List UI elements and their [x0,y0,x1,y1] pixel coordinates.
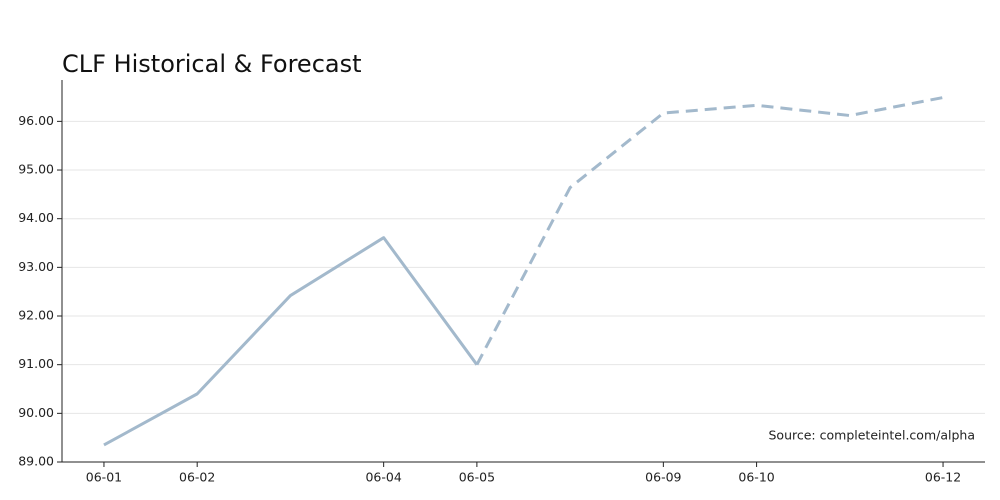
y-tick-label: 92.00 [18,308,54,323]
y-tick-label: 93.00 [18,259,54,274]
x-tick-label: 06-12 [925,470,961,485]
x-tick-label: 06-10 [738,470,774,485]
y-tick-label: 90.00 [18,405,54,420]
series-line [475,96,944,366]
y-tick-label: 89.00 [18,454,54,469]
x-tick-label: 06-01 [86,470,122,485]
x-tick-label: 06-05 [459,470,495,485]
series-line [103,236,479,447]
x-tick-label: 06-04 [365,470,401,485]
y-tick-label: 91.00 [18,356,54,371]
y-tick-label: 96.00 [18,113,54,128]
chart-title: CLF Historical & Forecast [62,50,362,78]
x-tick-label: 06-09 [645,470,681,485]
source-note: Source: completeintel.com/alpha [769,428,976,443]
y-tick-label: 95.00 [18,162,54,177]
x-tick-label: 06-02 [179,470,215,485]
y-tick-label: 94.00 [18,210,54,225]
